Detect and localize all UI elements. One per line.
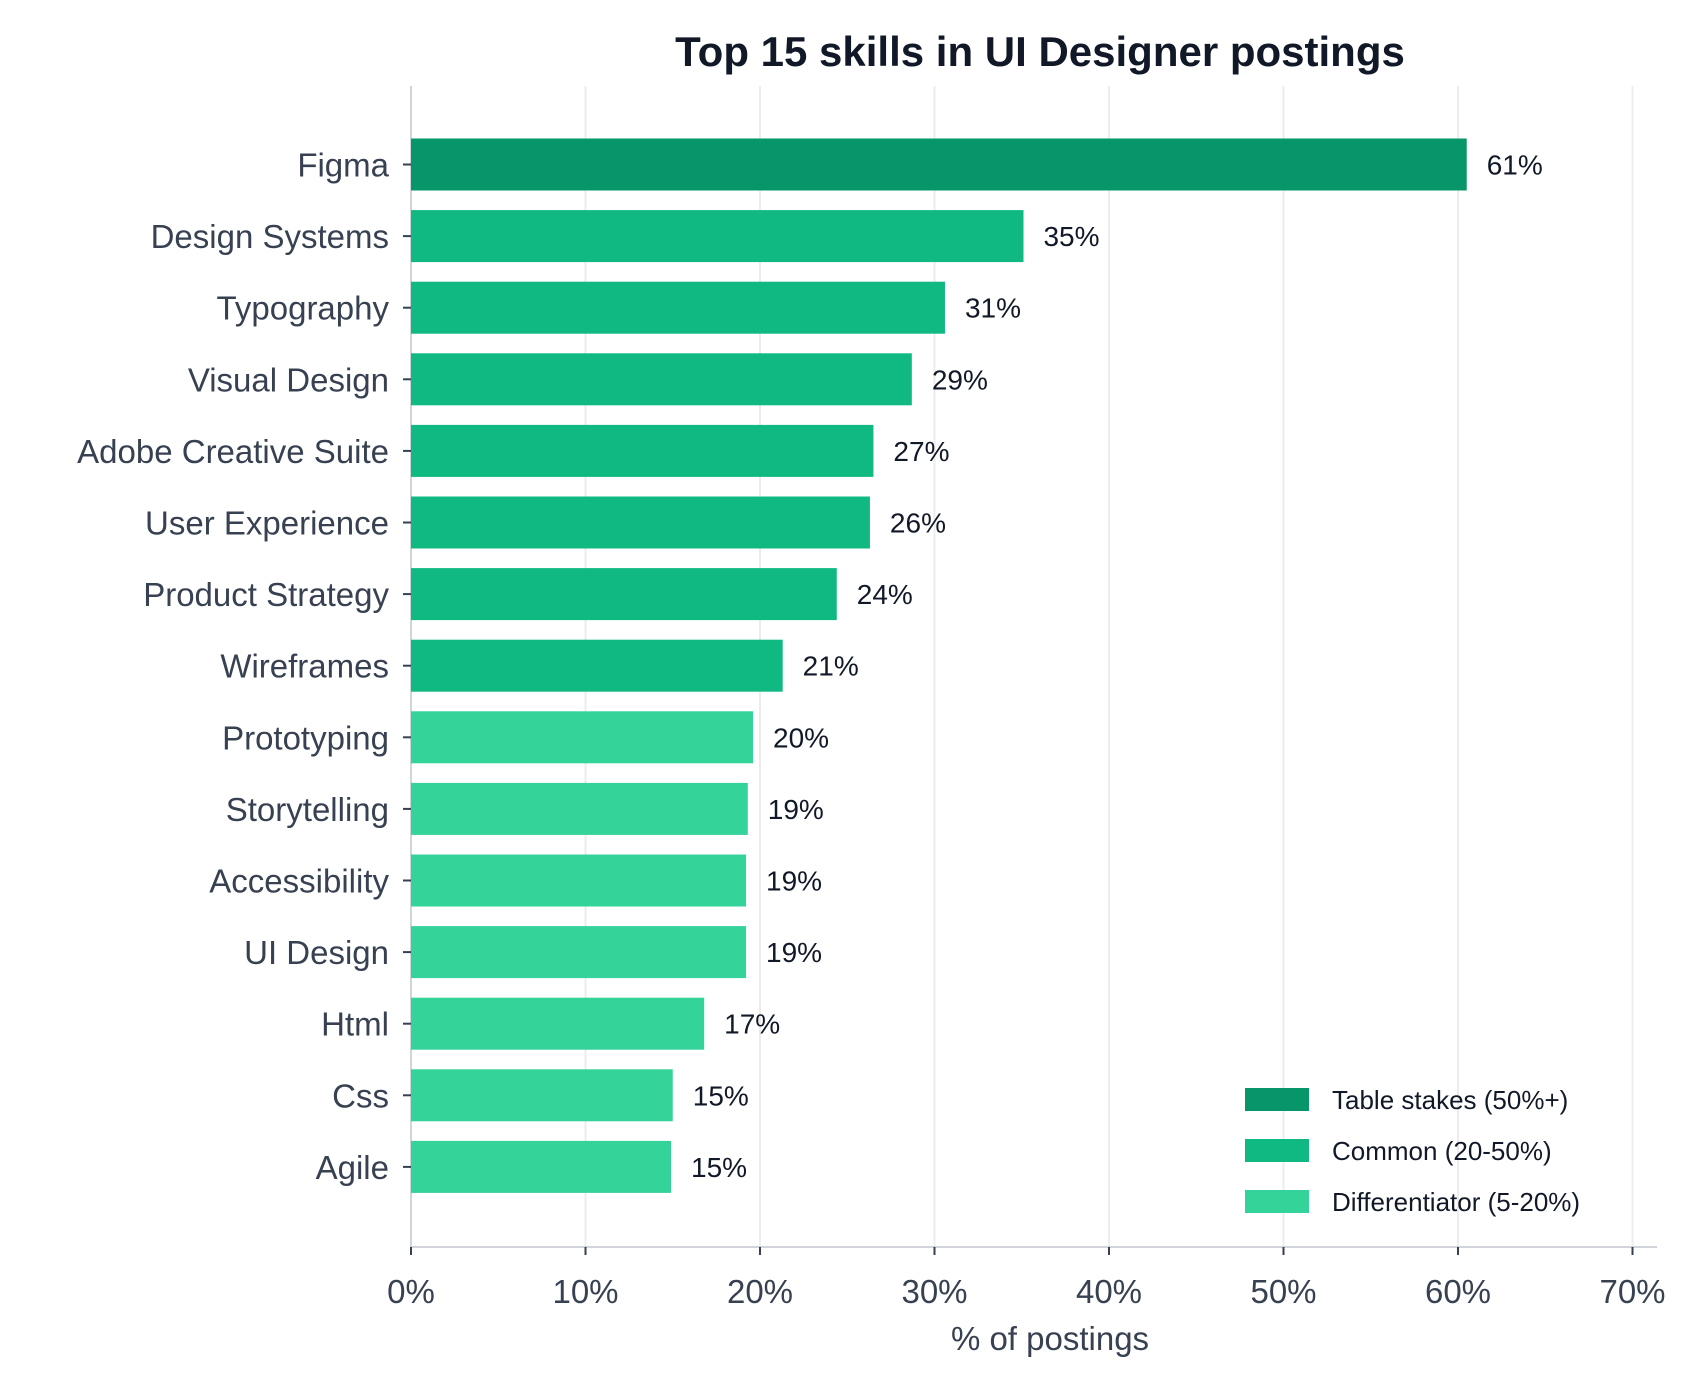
x-tick-label-5: 50%	[1250, 1273, 1316, 1310]
value-label-4: 27%	[893, 436, 949, 467]
bar-5	[411, 496, 870, 549]
value-label-9: 19%	[768, 794, 824, 825]
category-label-12: Html	[321, 1006, 389, 1043]
x-tick-label-3: 30%	[901, 1273, 967, 1310]
category-label-10: Accessibility	[209, 863, 389, 900]
bar-12	[411, 997, 705, 1050]
bars	[411, 138, 1467, 1193]
bar-11	[411, 926, 747, 979]
category-label-0: Figma	[297, 147, 389, 184]
category-label-7: Wireframes	[220, 648, 389, 685]
legend-swatch-diff	[1245, 1190, 1309, 1213]
bar-1	[411, 210, 1024, 263]
x-tick-label-6: 60%	[1425, 1273, 1491, 1310]
legend: Table stakes (50%+) Common (20-50%) Differ…	[1245, 1085, 1580, 1217]
value-label-7: 21%	[803, 651, 859, 682]
value-labels: 61% 35% 31% 29% 27% 26% 24% 21% 20% 19% 19% 19% 17% 1…	[691, 150, 1543, 1183]
bar-0	[411, 138, 1467, 191]
value-label-10: 19%	[766, 866, 822, 897]
bar-10	[411, 854, 747, 907]
x-tick-label-4: 40%	[1076, 1273, 1142, 1310]
bar-9	[411, 782, 748, 835]
value-label-2: 31%	[965, 293, 1021, 324]
bar-8	[411, 711, 754, 764]
value-label-11: 19%	[766, 937, 822, 968]
value-label-6: 24%	[857, 579, 913, 610]
category-label-1: Design Systems	[151, 218, 389, 255]
chart-title: Top 15 skills in UI Designer postings	[675, 28, 1405, 75]
value-label-5: 26%	[890, 508, 946, 539]
value-label-13: 15%	[693, 1080, 749, 1111]
legend-label-diff: Differentiator (5-20%)	[1332, 1187, 1580, 1217]
category-labels: Figma Design Systems Typography Visual Desi…	[77, 147, 390, 1186]
bar-13	[411, 1069, 673, 1122]
category-label-9: Storytelling	[226, 791, 389, 828]
x-ticks: 0% 10% 20% 30% 40% 50% 60% 70%	[387, 1247, 1666, 1310]
bar-4	[411, 424, 874, 477]
category-label-4: Adobe Creative Suite	[77, 433, 389, 470]
category-label-8: Prototyping	[222, 719, 389, 756]
bar-2	[411, 281, 945, 334]
legend-swatch-common	[1245, 1139, 1309, 1162]
value-label-0: 61%	[1487, 150, 1543, 181]
value-label-1: 35%	[1043, 221, 1099, 252]
bar-7	[411, 639, 783, 692]
category-label-11: UI Design	[244, 934, 389, 971]
legend-label-table: Table stakes (50%+)	[1332, 1085, 1568, 1115]
category-label-6: Product Strategy	[143, 576, 389, 613]
category-label-14: Agile	[316, 1149, 389, 1186]
bar-3	[411, 353, 912, 406]
x-tick-label-2: 20%	[727, 1273, 793, 1310]
bar-6	[411, 568, 837, 621]
value-label-8: 20%	[773, 722, 829, 753]
value-label-3: 29%	[932, 364, 988, 395]
value-label-12: 17%	[724, 1009, 780, 1040]
category-label-5: User Experience	[145, 505, 389, 542]
value-label-14: 15%	[691, 1152, 747, 1183]
x-axis-title: % of postings	[951, 1320, 1149, 1357]
x-tick-label-1: 10%	[552, 1273, 618, 1310]
category-label-13: Css	[332, 1077, 389, 1114]
category-label-2: Typography	[217, 290, 390, 327]
legend-swatch-table	[1245, 1088, 1309, 1111]
category-label-3: Visual Design	[188, 361, 389, 398]
legend-label-common: Common (20-50%)	[1332, 1136, 1552, 1166]
x-tick-label-7: 70%	[1599, 1273, 1665, 1310]
x-tick-label-0: 0%	[387, 1273, 435, 1310]
bar-14	[411, 1140, 672, 1193]
